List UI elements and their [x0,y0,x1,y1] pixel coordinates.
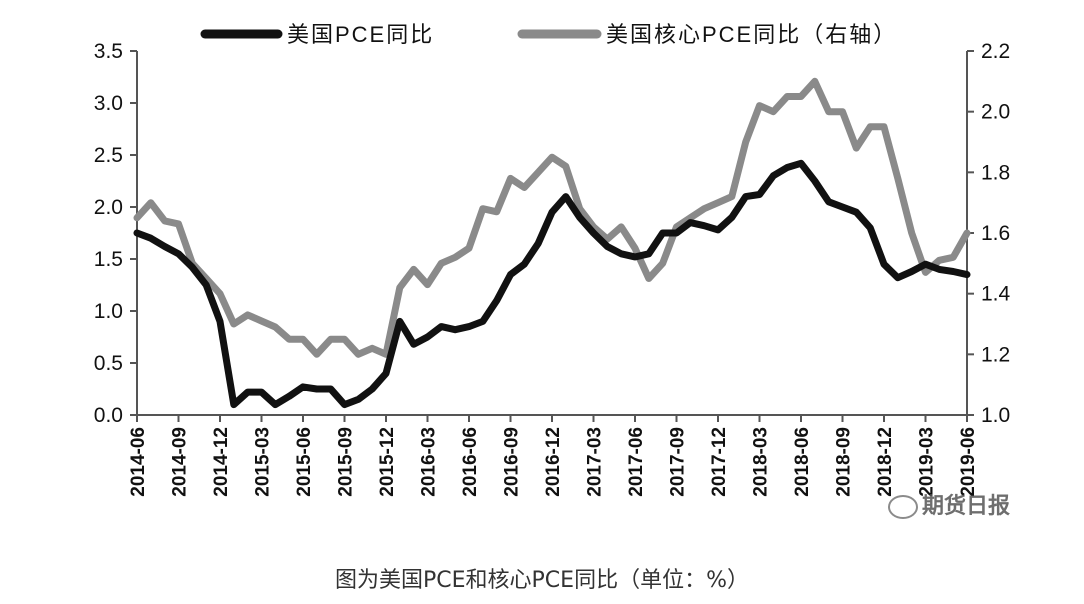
x-tick-label: 2018-03 [751,427,772,497]
x-tick-label: 2017-03 [585,427,606,497]
watermark: 期货日报 [888,488,1010,520]
x-tick-label: 2015-06 [294,427,315,497]
left-tick-label: 3.5 [94,40,123,63]
core-pce-yoy-line [133,77,971,358]
tick-labels: 0.0 0.5 1.0 1.5 2.0 2.5 3.0 3.5 1.0 1.2 1.4 1.6 1.8 2… [94,40,1011,497]
x-tick-label: 2015-09 [336,427,357,497]
x-tick-label: 2015-03 [253,427,274,497]
x-tick-label: 2019-06 [958,427,979,497]
x-tick-label: 2017-12 [709,427,730,497]
left-tick-label: 0.5 [94,352,123,375]
x-tick-label: 2014-06 [128,427,149,497]
left-tick-label: 0.0 [94,404,123,427]
axes [130,50,974,422]
right-tick-label: 1.8 [981,161,1010,184]
x-tick-label: 2018-12 [875,427,896,497]
right-tick-label: 1.4 [981,283,1011,306]
left-tick-label: 2.0 [94,196,123,219]
x-tick-label: 2018-09 [834,427,855,497]
x-tick-label: 2017-09 [668,427,689,497]
x-tick-label: 2016-03 [419,427,440,497]
x-tick-label: 2016-09 [502,427,523,497]
wechat-icon [888,495,918,519]
left-tick-label: 1.5 [94,248,123,271]
right-tick-label: 1.2 [981,343,1010,366]
line-chart: 美国PCE同比 美国核心PCE同比（右轴） 0.0 0.5 1.0 1.5 2.0 2.5 3… [94,22,1011,497]
right-tick-label: 1.6 [981,222,1010,245]
legend-item-core-pce-label: 美国核心PCE同比（右轴） [606,22,897,47]
right-tick-label: 1.0 [981,404,1010,427]
x-tick-label: 2017-06 [626,427,647,497]
pce-yoy-line [133,159,971,409]
x-tick-label: 2015-12 [377,427,398,497]
series-lines [133,77,971,409]
x-tick-label: 2016-06 [460,427,481,497]
left-tick-label: 2.5 [94,144,123,167]
figure-caption: 图为美国PCE和核心PCE同比（单位：%） [335,568,749,593]
x-tick-label: 2014-09 [170,427,191,497]
x-tick-label: 2018-06 [792,427,813,497]
right-tick-label: 2.0 [981,101,1010,124]
left-tick-label: 3.0 [94,92,123,115]
x-tick-label: 2019-03 [917,427,938,497]
legend-item-pce-label: 美国PCE同比 [287,22,434,47]
x-tick-label: 2014-12 [211,427,232,497]
right-tick-label: 2.2 [981,40,1010,63]
legend: 美国PCE同比 美国核心PCE同比（右轴） [200,22,897,47]
left-tick-label: 1.0 [94,300,123,323]
x-tick-label: 2016-12 [543,427,564,497]
watermark-text: 期货日报 [922,494,1011,519]
